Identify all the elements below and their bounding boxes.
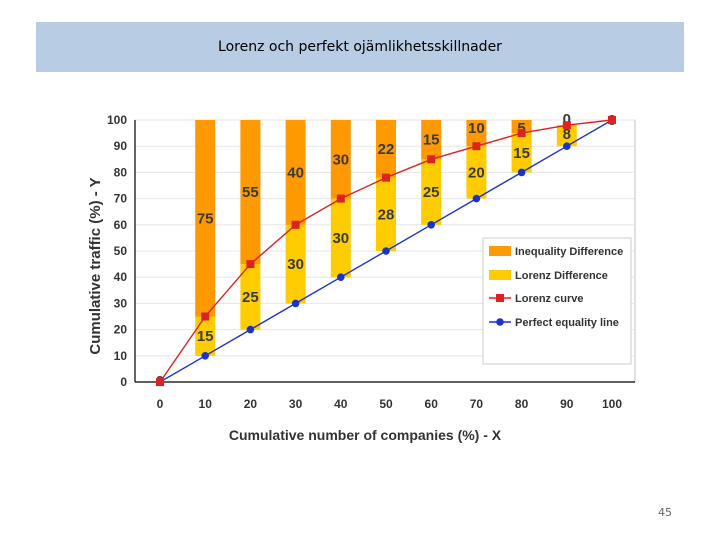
bar-inequality-difference bbox=[376, 120, 396, 178]
bar-label-lorenz: 25 bbox=[423, 184, 440, 201]
lorenz-point bbox=[201, 312, 210, 321]
slide-title-bar: Lorenz och perfekt ojämlikhetsskillnader bbox=[36, 22, 684, 72]
equality-point bbox=[382, 247, 390, 255]
legend-swatch bbox=[489, 270, 511, 280]
bar-label-lorenz: 15 bbox=[197, 328, 214, 345]
x-tick-label: 0 bbox=[157, 397, 164, 411]
legend-label: Lorenz Difference bbox=[515, 270, 608, 282]
y-tick-label: 50 bbox=[114, 244, 128, 258]
equality-point bbox=[337, 273, 345, 281]
y-tick-label: 60 bbox=[114, 218, 128, 232]
legend-swatch bbox=[489, 246, 511, 256]
bar-inequality-difference bbox=[421, 120, 442, 160]
bar-label-inequality: 5 bbox=[517, 120, 525, 137]
bar-lorenz-difference bbox=[421, 159, 442, 225]
bar-lorenz-difference bbox=[195, 316, 216, 356]
bar-label-inequality: 55 bbox=[242, 184, 259, 201]
x-tick-label: 30 bbox=[289, 397, 303, 411]
legend-marker bbox=[496, 318, 504, 326]
bar-label-inequality: 10 bbox=[468, 120, 485, 137]
y-tick-label: 100 bbox=[107, 113, 127, 127]
y-tick-label: 30 bbox=[114, 296, 128, 310]
bar-label-lorenz: 28 bbox=[378, 206, 395, 223]
x-tick-label: 60 bbox=[425, 397, 439, 411]
bar-label-lorenz: 30 bbox=[332, 230, 349, 247]
bar-label-inequality: 30 bbox=[332, 151, 349, 168]
bar-inequality-difference bbox=[511, 120, 532, 134]
x-tick-label: 100 bbox=[602, 397, 622, 411]
bar-lorenz-difference bbox=[285, 224, 306, 304]
bar-label-lorenz: 30 bbox=[287, 256, 304, 273]
bar-label-lorenz: 25 bbox=[242, 289, 259, 306]
lorenz-point bbox=[562, 121, 571, 130]
bar-label-lorenz: 15 bbox=[513, 145, 530, 162]
bar-lorenz-difference bbox=[556, 125, 577, 147]
bar-label-inequality: 15 bbox=[423, 132, 440, 149]
lorenz-point bbox=[472, 142, 481, 151]
equality-point bbox=[246, 325, 255, 334]
lorenz-chart: 0 75 15 55 25 40 30 30 30 22 28 15 25 10 20 5 15 0 80 0 10 20… bbox=[87, 111, 636, 443]
bar-inequality-difference bbox=[330, 120, 351, 199]
x-tick-label: 10 bbox=[199, 397, 213, 411]
lorenz-point bbox=[291, 220, 300, 229]
lorenz-point bbox=[517, 129, 526, 138]
legend-marker bbox=[496, 294, 504, 302]
equality-point bbox=[472, 194, 481, 203]
bar-label-inequality: 0 bbox=[563, 111, 571, 128]
bar-label-inequality: 22 bbox=[378, 141, 395, 158]
x-axis-title: Cumulative number of companies (%) - X bbox=[229, 427, 502, 443]
y-tick-label: 40 bbox=[114, 270, 128, 284]
lorenz-point bbox=[382, 173, 390, 182]
bar-lorenz-difference bbox=[376, 177, 396, 251]
lorenz-point bbox=[608, 116, 616, 124]
legend-box bbox=[482, 237, 632, 365]
y-tick-label: 90 bbox=[114, 139, 128, 153]
bar-label-inequality: 40 bbox=[287, 164, 304, 181]
bar-inequality-difference bbox=[466, 120, 487, 147]
bar-label-lorenz: 8 bbox=[563, 126, 571, 143]
legend-label: Lorenz curve bbox=[515, 293, 583, 305]
equality-point bbox=[427, 221, 436, 229]
x-tick-label: 50 bbox=[379, 397, 393, 411]
legend-label: Perfect equality line bbox=[515, 317, 619, 329]
y-tick-label: 80 bbox=[114, 165, 128, 179]
x-tick-label: 40 bbox=[334, 397, 348, 411]
slide-title: Lorenz och perfekt ojämlikhetsskillnader bbox=[218, 39, 502, 55]
bar-lorenz-difference bbox=[240, 264, 261, 330]
page-number: 45 bbox=[658, 506, 672, 519]
y-tick-label: 20 bbox=[114, 323, 128, 337]
bar-lorenz-difference bbox=[466, 146, 487, 199]
bar-label-lorenz: 20 bbox=[468, 164, 485, 181]
lorenz-point bbox=[156, 378, 164, 386]
x-tick-label: 90 bbox=[560, 397, 574, 411]
bar-lorenz-difference bbox=[511, 133, 532, 173]
x-tick-label: 80 bbox=[515, 397, 529, 411]
equality-point bbox=[201, 352, 209, 360]
lorenz-point bbox=[427, 155, 436, 164]
equality-point bbox=[563, 142, 571, 150]
equality-point bbox=[291, 299, 300, 308]
y-tick-label: 70 bbox=[114, 192, 128, 206]
equality-point bbox=[517, 168, 526, 177]
bar-inequality-difference bbox=[195, 120, 216, 317]
lorenz-point bbox=[336, 194, 345, 203]
bar-lorenz-difference bbox=[330, 198, 351, 278]
y-tick-label: 10 bbox=[114, 349, 128, 363]
bar-inequality-difference bbox=[240, 120, 261, 265]
y-axis-title: Cumulative traffic (%) - Y bbox=[87, 177, 104, 354]
x-tick-label: 20 bbox=[244, 397, 258, 411]
bar-inequality-difference bbox=[285, 120, 306, 225]
y-tick-label: 0 bbox=[120, 375, 127, 389]
legend-label: Inequality Difference bbox=[515, 246, 623, 258]
lorenz-point bbox=[246, 260, 255, 269]
x-tick-label: 70 bbox=[470, 397, 484, 411]
bar-label-inequality: 75 bbox=[197, 210, 214, 227]
